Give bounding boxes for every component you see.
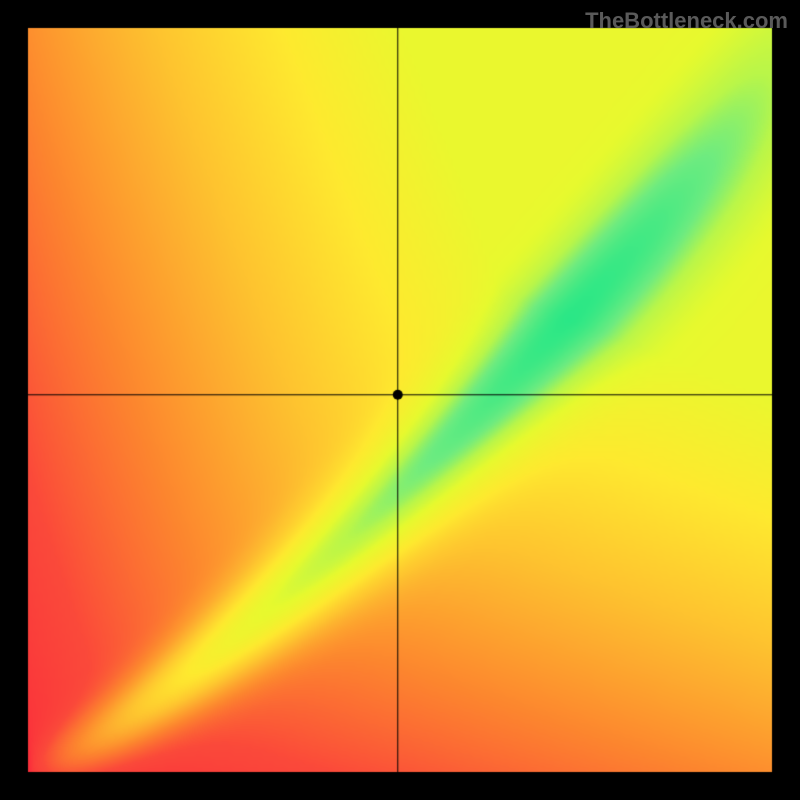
watermark-text: TheBottleneck.com xyxy=(585,8,788,34)
bottleneck-heatmap xyxy=(0,0,800,800)
chart-container: { "meta": { "watermark": "TheBottleneck.… xyxy=(0,0,800,800)
